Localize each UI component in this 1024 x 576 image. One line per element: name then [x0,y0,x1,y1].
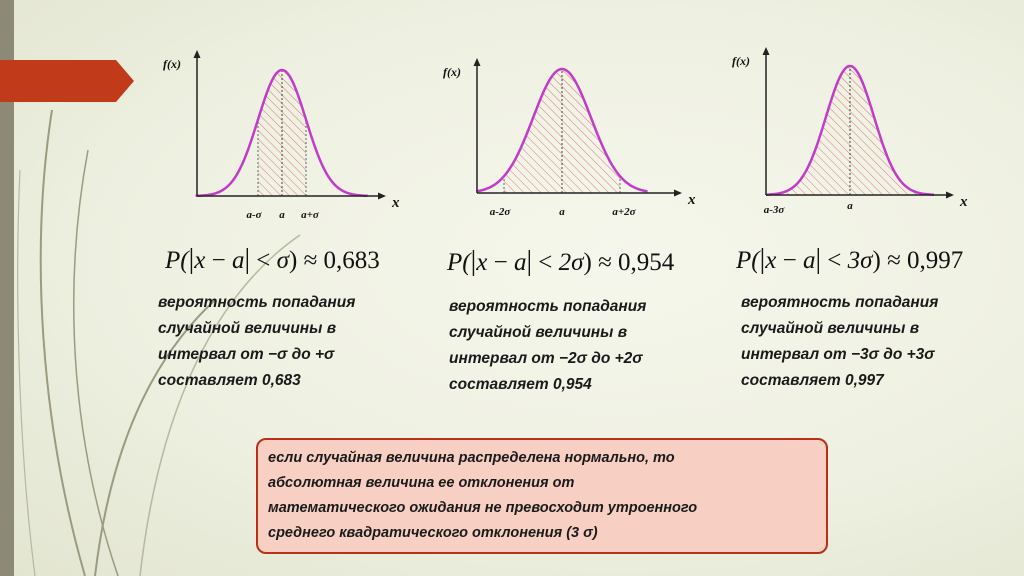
formula-2-minus: − [487,249,514,276]
graph-1-y-axis-arrow [193,50,201,58]
description-3-line: составляет 0,997 [741,372,884,389]
formula-3-x: x [765,247,777,274]
three-sigma-rule-note: если случайная величина распределена нор… [256,438,828,554]
graph-3-x-axis-label: x [959,194,968,210]
graph-3: f(x) x a-3σ a [732,47,968,216]
formula-3-lt: < [821,247,848,274]
graph-1-shaded-area [258,70,306,196]
description-2: вероятность попадания случайной величины… [449,294,646,398]
graph-3-x-axis-arrow [946,191,954,199]
graph-1-tick-center: a [279,209,285,221]
formula-2-x: x [476,249,488,276]
graph-3-density-curve [766,64,934,196]
description-1-line: интервал от −σ до +σ [158,346,335,363]
description-2-line: составляет 0,954 [449,376,592,393]
graph-1-x-axis-label: x [391,195,400,211]
formula-2-p: P( [447,249,471,276]
description-2-line: интервал от −2σ до +2σ [449,350,643,367]
graph-2-y-axis-label: f(x) [443,65,461,79]
graph-2-tick-center: a [559,206,565,218]
graph-2-density-curve [476,67,648,193]
description-1: вероятность попадания случайной величины… [158,290,355,394]
graph-1-y-axis-label: f(x) [163,57,181,71]
formula-1-a: a [231,247,245,274]
graph-3-tick-left: a-3σ [764,204,786,216]
graph-2-y-axis-arrow [473,58,481,66]
formula-3-approx: ) ≈ [872,247,908,274]
formula-2-lt: < [532,249,559,276]
graph-2-tick-left: a-2σ [490,206,512,218]
formula-2-value: 0,954 [618,249,675,276]
graph-3-y-axis-label: f(x) [732,54,750,68]
graph-2-x-axis-label: x [687,192,696,208]
description-2-line: вероятность попадания [449,298,647,315]
description-3-line: случайной величины в [741,320,920,337]
description-1-line: случайной величины в [158,320,337,337]
formula-3-value: 0,997 [907,247,964,274]
formula-2-approx: ) ≈ [583,249,619,276]
formula-3-a: a [802,247,816,274]
left-decor-bar [0,0,14,576]
formula-2-bound: 2σ [558,249,584,276]
description-3: вероятность попадания случайной величины… [741,290,938,394]
description-2-line: случайной величины в [449,324,628,341]
formula-3-p: P( [736,247,760,274]
note-line: математического ожидания не превосходит … [268,500,698,516]
accent-arrow-tab [0,60,134,102]
formula-1-bound: σ [276,247,289,274]
note-line: абсолютная величина ее отклонения от [268,475,575,491]
formula-1-p: P( [165,247,189,274]
description-1-line: вероятность попадания [158,294,356,311]
formula-2-a: a [513,249,527,276]
note-line: если случайная величина распределена нор… [268,450,675,466]
graph-1-x-axis-arrow [378,192,386,200]
graph-2: f(x) x a-2σ a a+2σ [443,58,696,218]
description-3-line: интервал от −3σ до +3σ [741,346,935,363]
graph-3-y-axis-arrow [762,47,770,55]
description-1-line: составляет 0,683 [158,372,301,389]
formula-1-value: 0,683 [323,247,380,274]
formula-3-bound: 3σ [847,247,873,274]
formula-1-lt: < [250,247,277,274]
formula-3-minus: − [776,247,803,274]
note-line: среднего квадратического отклонения (3 σ… [268,525,598,541]
graph-2-tick-right: a+2σ [612,206,636,218]
formula-1: P(|x − a| < σ) ≈ 0,683 [165,244,380,275]
graph-3-tick-center: a [847,200,853,212]
graph-1-density-curve [195,68,368,198]
description-3-line: вероятность попадания [741,294,939,311]
graph-2-x-axis-arrow [674,189,682,197]
formula-1-x: x [194,247,206,274]
graph-1-tick-right: a+σ [301,209,320,221]
formula-1-approx: ) ≈ [289,247,324,274]
graph-1: f(x) x a-σ a a+σ [163,50,400,221]
formula-1-minus: − [205,247,232,274]
formula-3: P(|x − a| < 3σ) ≈ 0,997 [736,244,964,275]
formula-2: P(|x − a| < 2σ) ≈ 0,954 [447,246,675,277]
graph-1-tick-left: a-σ [246,209,262,221]
